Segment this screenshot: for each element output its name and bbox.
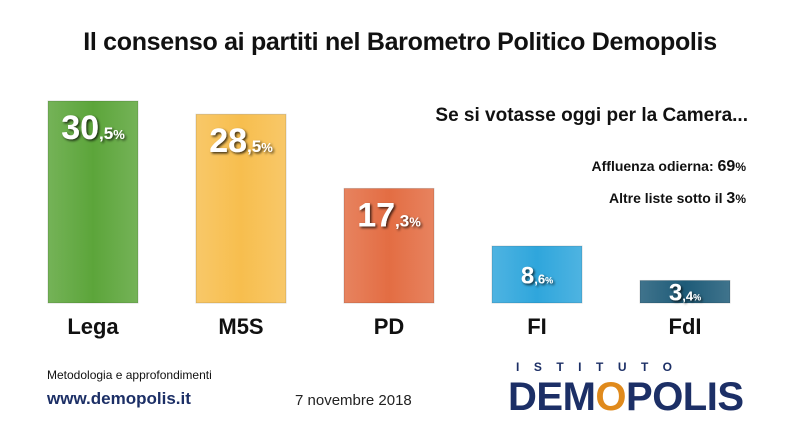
category-label-fi: FI xyxy=(527,314,547,339)
category-label-m5s: M5S xyxy=(218,314,263,339)
category-label-lega: Lega xyxy=(67,314,119,339)
altre-liste-note: Altre liste sotto il 3% xyxy=(609,190,746,208)
demopolis-logo: ISTITUTO DEMOPOLIS xyxy=(508,360,758,417)
affluenza-unit: % xyxy=(735,160,746,174)
affluenza-value: 69 xyxy=(717,158,736,175)
website-link[interactable]: www.demopolis.it xyxy=(47,389,191,408)
logo-part-o: O xyxy=(595,375,627,419)
bar-pd xyxy=(343,187,435,304)
altre-liste-unit: % xyxy=(735,192,746,206)
chart-title: Il consenso ai partiti nel Barometro Pol… xyxy=(83,28,717,56)
value-label-pd: 17,3% xyxy=(357,196,421,234)
bar-lega xyxy=(47,100,139,304)
logo-top-text: ISTITUTO xyxy=(516,360,687,374)
value-label-fdi: 3,4% xyxy=(669,280,701,307)
publication-date: 7 novembre 2018 xyxy=(295,392,412,409)
chart-subtitle: Se si votasse oggi per la Camera... xyxy=(435,105,748,126)
affluenza-label: Affluenza odierna: xyxy=(591,158,718,174)
affluenza-note: Affluenza odierna: 69% xyxy=(592,158,746,176)
category-label-pd: PD xyxy=(374,314,405,339)
logo-part-b: POLIS xyxy=(626,375,744,419)
altre-liste-label: Altre liste sotto il xyxy=(608,190,727,206)
bar-fdi xyxy=(639,279,731,304)
bar-fi xyxy=(491,245,583,304)
value-label-m5s: 28,5% xyxy=(209,122,273,160)
logo-main-text: DEMOPOLIS xyxy=(508,377,758,417)
bar-m5s xyxy=(195,113,287,304)
methodology-text: Metodologia e approfondimenti xyxy=(47,368,212,382)
category-label-fdi: FdI xyxy=(669,314,702,339)
footer-left: Metodologia e approfondimenti www.demopo… xyxy=(47,368,212,409)
value-label-lega: 30,5% xyxy=(61,109,125,147)
altre-liste-value: 3 xyxy=(726,190,736,207)
logo-part-a: DEM xyxy=(508,375,596,419)
value-label-fi: 8,6% xyxy=(521,263,553,290)
